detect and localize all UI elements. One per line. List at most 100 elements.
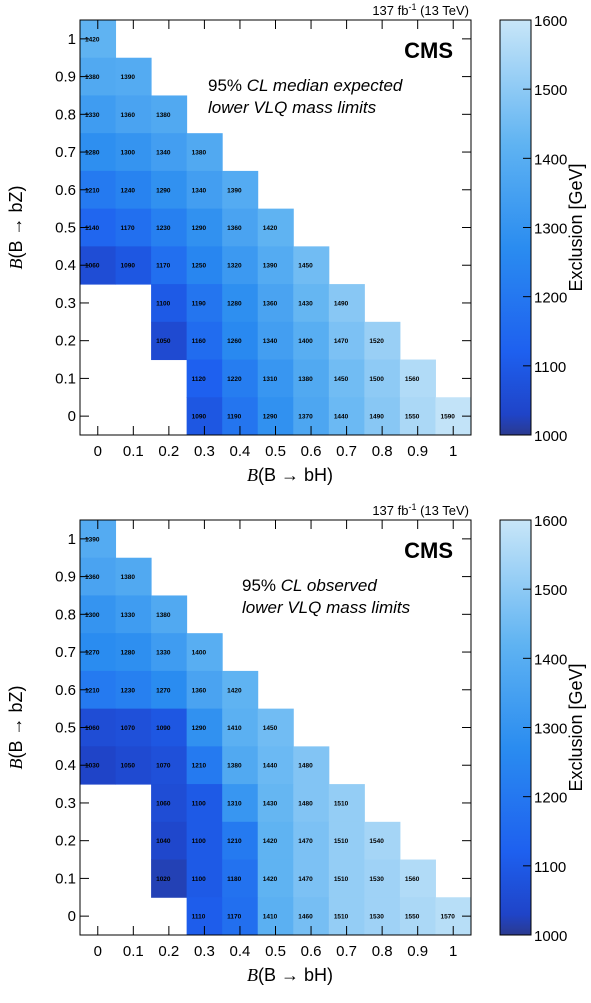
y-tick-label: 0.9 <box>55 569 76 586</box>
y-tick-label: 0.6 <box>55 182 76 199</box>
luminosity-label: 137 fb-1 (13 TeV) <box>372 502 469 518</box>
cell-value: 1090 <box>121 263 136 270</box>
x-tick-label: 0.8 <box>372 443 393 460</box>
heatmap-cell <box>328 784 365 823</box>
heatmap-cell <box>186 821 223 861</box>
cell-value: 1140 <box>85 225 99 232</box>
cell-value: 1550 <box>405 914 420 921</box>
heatmap-cell <box>151 170 188 210</box>
x-tick-label: 0.4 <box>230 443 251 460</box>
cell-value: 1500 <box>369 376 384 383</box>
description-line1: 95% CL median expected <box>208 76 403 95</box>
cell-value: 1100 <box>192 876 206 883</box>
y-tick-label: 0.5 <box>55 220 76 237</box>
y-tick-label: 0.7 <box>55 644 76 661</box>
heatmap-cell <box>115 670 152 710</box>
heatmap-cell <box>186 246 223 285</box>
y-axis-title: B(B → bZ) <box>6 685 26 769</box>
x-axis-title-symbol: B <box>247 965 258 985</box>
cell-value: 1410 <box>227 725 242 732</box>
heatmap-cell <box>399 859 436 898</box>
heatmap-cell <box>151 95 188 134</box>
luminosity-energy: (13 TeV) <box>416 503 469 518</box>
cell-value: 1560 <box>405 376 420 383</box>
heatmap-cell <box>257 784 294 823</box>
heatmap-cell <box>115 746 152 785</box>
cms-label: CMS <box>404 38 453 63</box>
cell-value: 1050 <box>121 763 136 770</box>
cell-value: 1360 <box>121 112 136 119</box>
cell-value: 1270 <box>85 650 100 657</box>
cell-value: 1100 <box>192 838 206 845</box>
cell-value: 1530 <box>369 876 384 883</box>
cell-value: 1100 <box>192 800 206 807</box>
cell-value: 1090 <box>156 725 171 732</box>
y-tick-label: 0.7 <box>55 144 76 161</box>
cell-value: 1370 <box>298 414 313 421</box>
heatmap-cell <box>222 284 259 323</box>
cell-value: 1170 <box>156 263 170 270</box>
cell-value: 1190 <box>192 300 206 307</box>
cell-value: 1210 <box>227 838 242 845</box>
heatmap-cell <box>257 859 294 898</box>
cell-value: 1480 <box>298 800 313 807</box>
heatmap-cell <box>328 859 365 898</box>
cell-value: 1270 <box>156 687 171 694</box>
description-prefix: 95% <box>242 576 281 595</box>
cell-value: 1020 <box>156 876 171 883</box>
cell-value: 1280 <box>85 150 100 157</box>
heatmap-cell <box>293 821 330 861</box>
y-tick-label: 0.4 <box>55 757 76 774</box>
cell-value: 1520 <box>369 338 384 345</box>
x-tick-label: 0.1 <box>123 443 144 460</box>
heatmap-cell <box>115 170 152 210</box>
cell-value: 1360 <box>263 300 278 307</box>
y-tick-label: 0 <box>68 408 76 425</box>
cell-value: 1470 <box>298 838 313 845</box>
y-tick-label: 0.1 <box>55 870 76 887</box>
cell-value: 1170 <box>121 225 135 232</box>
x-tick-label: 0.2 <box>158 943 179 960</box>
x-axis-title-text: (B → bH) <box>258 465 333 485</box>
cell-value: 1440 <box>263 763 278 770</box>
heatmap-cell <box>293 246 330 285</box>
heatmap-cell <box>364 821 401 861</box>
cell-value: 1490 <box>369 414 384 421</box>
heatmap-cell <box>328 821 365 861</box>
x-tick-label: 0.2 <box>158 443 179 460</box>
cell-value: 1430 <box>298 300 313 307</box>
heatmap-cell <box>222 359 259 398</box>
cell-value: 1060 <box>85 725 100 732</box>
cms-label: CMS <box>404 538 453 563</box>
description-prefix: 95% <box>208 76 247 95</box>
heatmap-cell <box>328 359 365 398</box>
cell-value: 1470 <box>298 876 313 883</box>
cell-value: 1380 <box>156 612 171 619</box>
cell-value: 1380 <box>156 112 171 119</box>
cell-value: 1340 <box>263 338 278 345</box>
heatmap-cell <box>222 208 259 247</box>
cell-value: 1100 <box>156 300 170 307</box>
cell-value: 1180 <box>227 876 241 883</box>
y-tick-label: 0 <box>68 908 76 925</box>
heatmap-cell <box>115 208 152 247</box>
cell-value: 1060 <box>156 800 171 807</box>
heatmap-cell <box>257 746 294 785</box>
cell-value: 1110 <box>192 914 206 921</box>
y-tick-label: 0.8 <box>55 106 76 123</box>
heatmap-cell <box>257 359 294 398</box>
x-tick-label: 0.9 <box>407 443 428 460</box>
heatmap-cell <box>257 321 294 361</box>
heatmap-cell <box>222 708 259 747</box>
heatmap-cell <box>151 246 188 285</box>
cell-value: 1280 <box>121 650 136 657</box>
y-tick-label: 0.9 <box>55 69 76 86</box>
heatmap-cell <box>151 633 188 672</box>
cell-value: 1060 <box>85 263 100 270</box>
x-axis-title: B(B → bH) <box>247 465 333 485</box>
x-tick-label: 0.7 <box>336 943 357 960</box>
colorbar-tick-label: 1300 <box>534 721 567 738</box>
luminosity-exponent: -1 <box>408 2 416 12</box>
cell-value: 1240 <box>121 187 136 194</box>
cell-value: 1090 <box>192 414 207 421</box>
